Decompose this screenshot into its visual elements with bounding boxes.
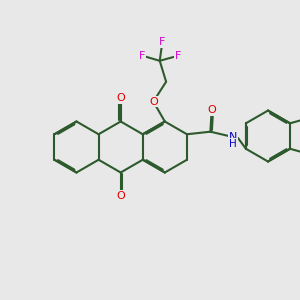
Text: F: F: [139, 51, 146, 61]
Text: N: N: [229, 132, 237, 142]
Text: H: H: [229, 139, 237, 149]
Text: F: F: [175, 51, 181, 61]
Text: F: F: [159, 38, 166, 47]
Text: O: O: [207, 105, 216, 115]
Text: O: O: [116, 93, 125, 103]
Text: O: O: [116, 191, 125, 201]
Text: O: O: [149, 97, 158, 106]
